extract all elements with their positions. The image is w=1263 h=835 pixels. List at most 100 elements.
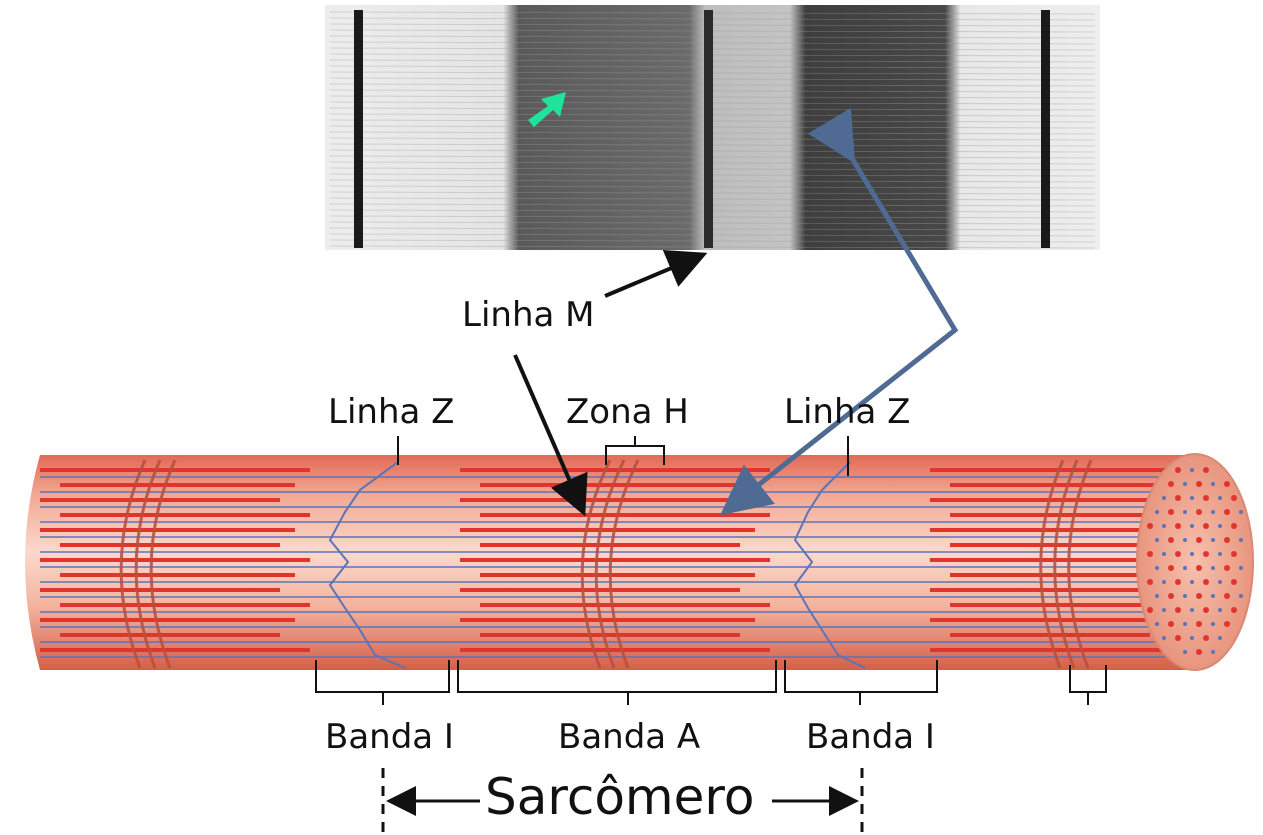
label-linha-z-left: Linha Z — [328, 392, 455, 432]
filament-dot — [1155, 538, 1159, 542]
filament-dot — [1168, 565, 1174, 571]
fiber-cross-section — [1136, 453, 1254, 671]
green-arrow-icon — [528, 92, 566, 127]
label-linha-m: Linha M — [462, 295, 595, 335]
filament-dot — [1168, 593, 1174, 599]
filament-dot — [1203, 495, 1209, 501]
filament-dot — [1175, 551, 1181, 557]
micrograph-z-line-left — [354, 10, 363, 248]
filament-dot — [1203, 579, 1209, 585]
filament-dot — [1196, 565, 1202, 571]
filament-dot — [1147, 579, 1153, 585]
filament-dot — [1203, 635, 1209, 641]
filament-dot — [1162, 636, 1166, 640]
filament-dot — [1147, 607, 1153, 613]
filament-dot — [1175, 523, 1181, 529]
label-banda-a: Banda A — [558, 717, 701, 757]
filament-dot — [1168, 537, 1174, 543]
m-line-arc — [580, 459, 612, 669]
filament-dot — [1211, 594, 1215, 598]
label-linha-z-right: Linha Z — [784, 392, 911, 432]
sarcomere-dimension — [381, 768, 864, 835]
filament-dot — [1231, 523, 1237, 529]
filament-dot — [1183, 622, 1187, 626]
filament-dot — [1218, 636, 1222, 640]
filament-dot — [1203, 467, 1209, 473]
filament-dot — [1147, 551, 1153, 557]
filament-dot — [1196, 593, 1202, 599]
filament-dot — [1175, 635, 1181, 641]
bracket-banda-a — [457, 660, 777, 705]
micrograph-m-line — [704, 10, 713, 248]
myofibril-cylinder — [25, 453, 1254, 671]
filament-dot — [1196, 621, 1202, 627]
filament-dot — [1231, 607, 1237, 613]
filament-dot — [1224, 565, 1230, 571]
filament-dot — [1155, 510, 1159, 514]
filament-dot — [1175, 607, 1181, 613]
filament-dot — [1162, 608, 1166, 612]
electron-micrograph — [325, 5, 1100, 250]
double-arrow-blue — [720, 107, 959, 516]
filament-dot — [1224, 621, 1230, 627]
filament-dot — [1190, 468, 1194, 472]
filament-dot — [1168, 481, 1174, 487]
bracket-banda-i-right — [784, 660, 938, 705]
filament-dot — [1155, 566, 1159, 570]
filament-dot — [1218, 496, 1222, 500]
pointer-arrows — [513, 107, 959, 517]
label-banda-i-left: Banda I — [325, 717, 454, 757]
filament-dot — [1239, 566, 1243, 570]
filament-dot — [1183, 594, 1187, 598]
bracket-small-right — [1069, 665, 1107, 705]
filament-dot — [1239, 594, 1243, 598]
filament-dot — [1231, 495, 1237, 501]
filament-dot — [1203, 523, 1209, 529]
filament-dot — [1231, 551, 1237, 557]
filament-dot — [1218, 552, 1222, 556]
filament-dot — [1211, 482, 1215, 486]
filament-dot — [1224, 593, 1230, 599]
filament-dot — [1147, 523, 1153, 529]
filament-dot — [1203, 551, 1209, 557]
arrow-linha-m-to-fiber — [513, 354, 588, 517]
filament-dot — [1239, 510, 1243, 514]
bracket-banda-i-left — [315, 660, 450, 705]
label-banda-i-right: Banda I — [806, 717, 935, 757]
filament-dot — [1190, 636, 1194, 640]
filament-dot — [1183, 482, 1187, 486]
filament-dot — [1224, 509, 1230, 515]
filament-dot — [1218, 608, 1222, 612]
filament-dot — [1224, 481, 1230, 487]
filament-dot — [1155, 622, 1159, 626]
filament-dot — [1175, 495, 1181, 501]
filament-dot — [1183, 566, 1187, 570]
filament-dot — [1190, 524, 1194, 528]
filament-dot — [1183, 650, 1187, 654]
filament-dot — [1196, 649, 1202, 655]
filament-dot — [1218, 524, 1222, 528]
filament-dot — [1162, 524, 1166, 528]
filament-dot — [1175, 579, 1181, 585]
filament-dot — [1168, 621, 1174, 627]
filament-dot — [1190, 580, 1194, 584]
filament-dot — [1162, 552, 1166, 556]
filament-dot — [1183, 510, 1187, 514]
filament-dot — [1211, 538, 1215, 542]
filament-dot — [1190, 608, 1194, 612]
filament-dot — [1162, 496, 1166, 500]
micrograph-z-line-right — [1041, 10, 1050, 248]
arrow-linha-m-to-micrograph — [604, 249, 708, 298]
filament-dot — [1224, 537, 1230, 543]
z-line-left — [328, 461, 406, 669]
filament-dot — [1231, 579, 1237, 585]
filament-dot — [1175, 467, 1181, 473]
filament-dot — [1162, 580, 1166, 584]
filament-dot — [1190, 552, 1194, 556]
filament-dot — [1211, 566, 1215, 570]
filament-dot — [1239, 538, 1243, 542]
filament-dot — [1203, 607, 1209, 613]
filament-dot — [1196, 537, 1202, 543]
filament-dot — [1211, 650, 1215, 654]
